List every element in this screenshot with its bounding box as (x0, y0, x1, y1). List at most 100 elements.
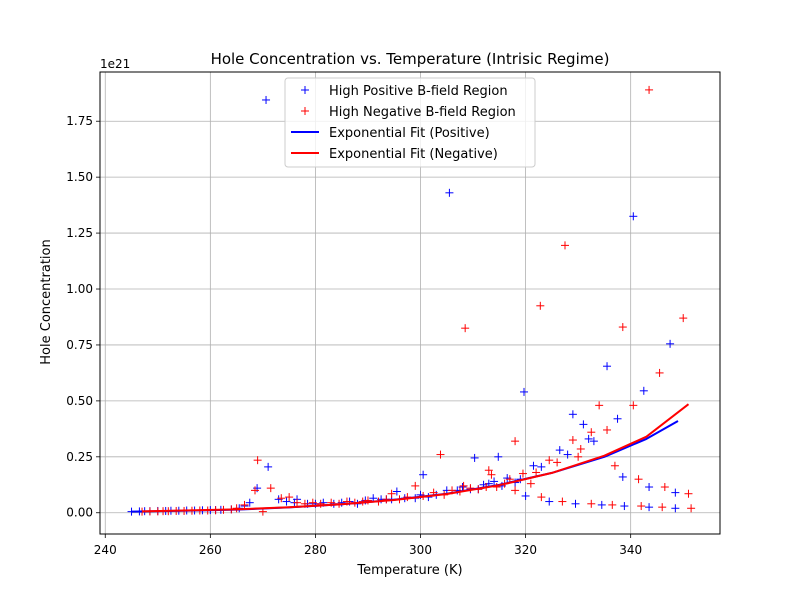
legend-handle (301, 86, 309, 94)
legend-label: High Positive B-field Region (329, 84, 508, 99)
data-point (568, 436, 577, 445)
data-point (587, 499, 596, 508)
plot-series (127, 85, 696, 516)
data-point (461, 324, 470, 333)
data-point (458, 483, 467, 492)
data-point (666, 339, 675, 348)
data-point (608, 500, 617, 509)
data-point (470, 453, 479, 462)
data-point (671, 504, 680, 513)
data-point (494, 452, 503, 461)
y-tick-label: 1.75 (66, 114, 93, 128)
x-tick-label: 260 (199, 543, 222, 557)
data-point (529, 461, 538, 470)
x-tick-label: 240 (94, 543, 117, 557)
data-point (536, 301, 545, 310)
y-tick-label: 1.25 (66, 226, 93, 240)
data-point (521, 491, 530, 500)
data-point (637, 502, 646, 511)
data-point (639, 386, 648, 395)
data-point (571, 499, 580, 508)
data-point (603, 362, 612, 371)
data-point (645, 503, 654, 512)
data-point (589, 437, 598, 446)
data-point (620, 502, 629, 511)
data-point (618, 472, 627, 481)
x-tick-label: 300 (409, 543, 432, 557)
legend: High Positive B-field Region High Negativ… (284, 77, 536, 168)
data-point (459, 481, 468, 490)
data-point (563, 450, 572, 459)
series-3 (141, 403, 690, 513)
data-point (618, 323, 627, 332)
data-point (484, 466, 493, 475)
data-point (251, 486, 259, 495)
data-point (597, 500, 606, 509)
data-point (561, 241, 569, 250)
data-point (645, 85, 654, 94)
data-point (266, 484, 275, 493)
data-point (511, 437, 520, 446)
data-point (579, 420, 588, 429)
y-tick-label: 0.50 (66, 394, 93, 408)
data-point (245, 498, 254, 507)
data-point (645, 483, 654, 492)
data-point (553, 458, 562, 467)
data-point (634, 475, 643, 484)
data-point (574, 452, 583, 461)
x-axis-label: Temperature (K) (356, 563, 462, 578)
y-tick-label: 1.00 (66, 282, 93, 296)
data-point (684, 489, 693, 498)
data-point (253, 456, 262, 465)
data-point (671, 488, 680, 497)
data-point (613, 414, 622, 423)
y-tick-label: 0.75 (66, 338, 93, 352)
data-point (282, 497, 291, 506)
data-point (660, 483, 669, 492)
data-point (526, 479, 535, 488)
y-tick-label: 0.00 (66, 506, 93, 520)
data-point (293, 498, 302, 507)
x-tick-label: 320 (514, 543, 537, 557)
legend-label: Exponential Fit (Negative) (329, 147, 498, 162)
legend-label: Exponential Fit (Positive) (329, 126, 490, 141)
data-point (264, 462, 273, 471)
x-tick-label: 340 (619, 543, 642, 557)
data-point (277, 494, 286, 503)
data-point (419, 470, 428, 479)
data-point (545, 456, 554, 465)
data-point (610, 461, 619, 470)
data-point (555, 446, 564, 455)
legend-handle (301, 107, 309, 115)
plot-frame (99, 71, 721, 535)
y-axis-label: Hole Concentration (39, 239, 54, 364)
data-point (445, 188, 454, 197)
data-point (576, 444, 585, 453)
data-point (511, 486, 520, 495)
data-point (285, 493, 294, 502)
data-point (629, 401, 638, 410)
data-point (603, 425, 612, 434)
data-point (679, 314, 688, 323)
data-point (262, 95, 271, 104)
data-point (658, 503, 667, 512)
fit-line (141, 403, 690, 513)
legend-box (284, 77, 536, 168)
data-point (568, 410, 577, 419)
data-point (363, 496, 372, 505)
axis-ticks: 240 260 280 300 320 340 0.00 0.25 0.50 0.75 1.00 1.… (66, 114, 642, 557)
data-point (518, 469, 527, 478)
data-point (490, 477, 499, 486)
y-tick-label: 1.50 (66, 170, 93, 184)
data-point (558, 497, 567, 506)
data-point (584, 434, 593, 443)
data-point (520, 387, 529, 396)
data-point (436, 450, 445, 459)
data-point (232, 504, 241, 513)
y-tick-label: 0.25 (66, 450, 93, 464)
data-point (537, 493, 546, 502)
data-point (629, 212, 638, 221)
x-tick-label: 280 (304, 543, 327, 557)
data-point (387, 489, 396, 498)
